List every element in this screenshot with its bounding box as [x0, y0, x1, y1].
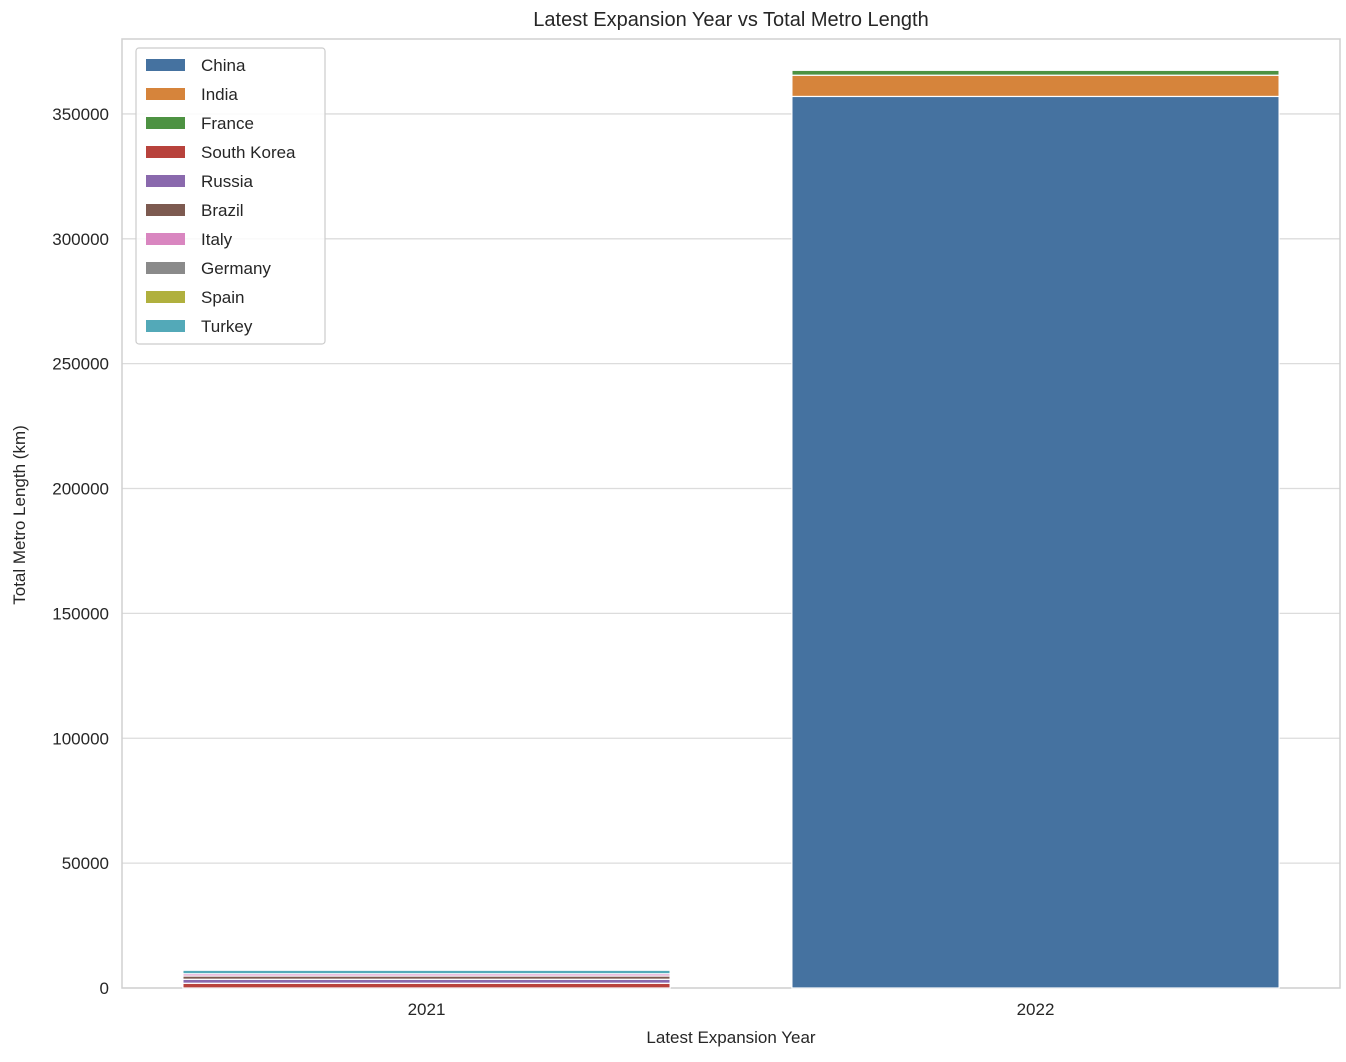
legend-swatch — [146, 59, 185, 71]
legend-swatch — [146, 233, 185, 245]
chart-title: Latest Expansion Year vs Total Metro Len… — [533, 9, 928, 31]
y-tick-labels: 0 50000 100000 150000 200000 250000 300000 3500… — [52, 105, 109, 998]
legend-label: Italy — [201, 230, 233, 249]
legend-swatch — [146, 175, 185, 187]
y-tick-label: 200000 — [52, 480, 109, 499]
y-tick-label: 50000 — [62, 854, 109, 873]
plot-frame — [121, 38, 1341, 989]
legend-label: Germany — [201, 259, 271, 278]
x-tick-label: 2021 — [408, 1000, 446, 1019]
legend-label: India — [201, 85, 238, 104]
bar-segment-india-2022 — [791, 74, 1280, 98]
y-tick-label: 300000 — [52, 230, 109, 249]
x-tick-labels: 2021 2022 — [408, 1000, 1055, 1019]
legend-label: Spain — [201, 288, 244, 307]
legend-swatch — [146, 146, 185, 158]
x-tick-label: 2022 — [1017, 1000, 1055, 1019]
legend-label: Russia — [201, 172, 254, 191]
bar-segment-france-2022 — [791, 69, 1280, 76]
bar-segment-south-korea-2021 — [182, 982, 671, 989]
legend-label: Brazil — [201, 201, 244, 220]
legend-swatch — [146, 320, 185, 332]
legend-swatch — [146, 291, 185, 303]
legend-swatch — [146, 88, 185, 100]
y-tick-label: 100000 — [52, 729, 109, 748]
legend-swatch — [146, 262, 185, 274]
x-axis-label: Latest Expansion Year — [646, 1028, 816, 1047]
bar-segment-turkey-2021 — [182, 969, 671, 975]
legend-label: France — [201, 114, 254, 133]
y-axis-label: Total Metro Length (km) — [10, 425, 29, 605]
y-tick-label: 350000 — [52, 105, 109, 124]
legend-label: Turkey — [201, 317, 253, 336]
bar-segment-china-2022 — [791, 95, 1280, 989]
bar-segment-spain-2022 — [791, 68, 1280, 71]
legend-label: South Korea — [201, 143, 296, 162]
legend-swatch — [146, 204, 185, 216]
legend-label: China — [201, 56, 246, 75]
legend: China India France South Korea Russia Brazil I… — [135, 47, 326, 345]
y-tick-label: 150000 — [52, 604, 109, 623]
y-tick-label: 0 — [100, 979, 109, 998]
y-tick-label: 250000 — [52, 355, 109, 374]
bars — [182, 68, 1280, 989]
legend-swatch — [146, 117, 185, 129]
